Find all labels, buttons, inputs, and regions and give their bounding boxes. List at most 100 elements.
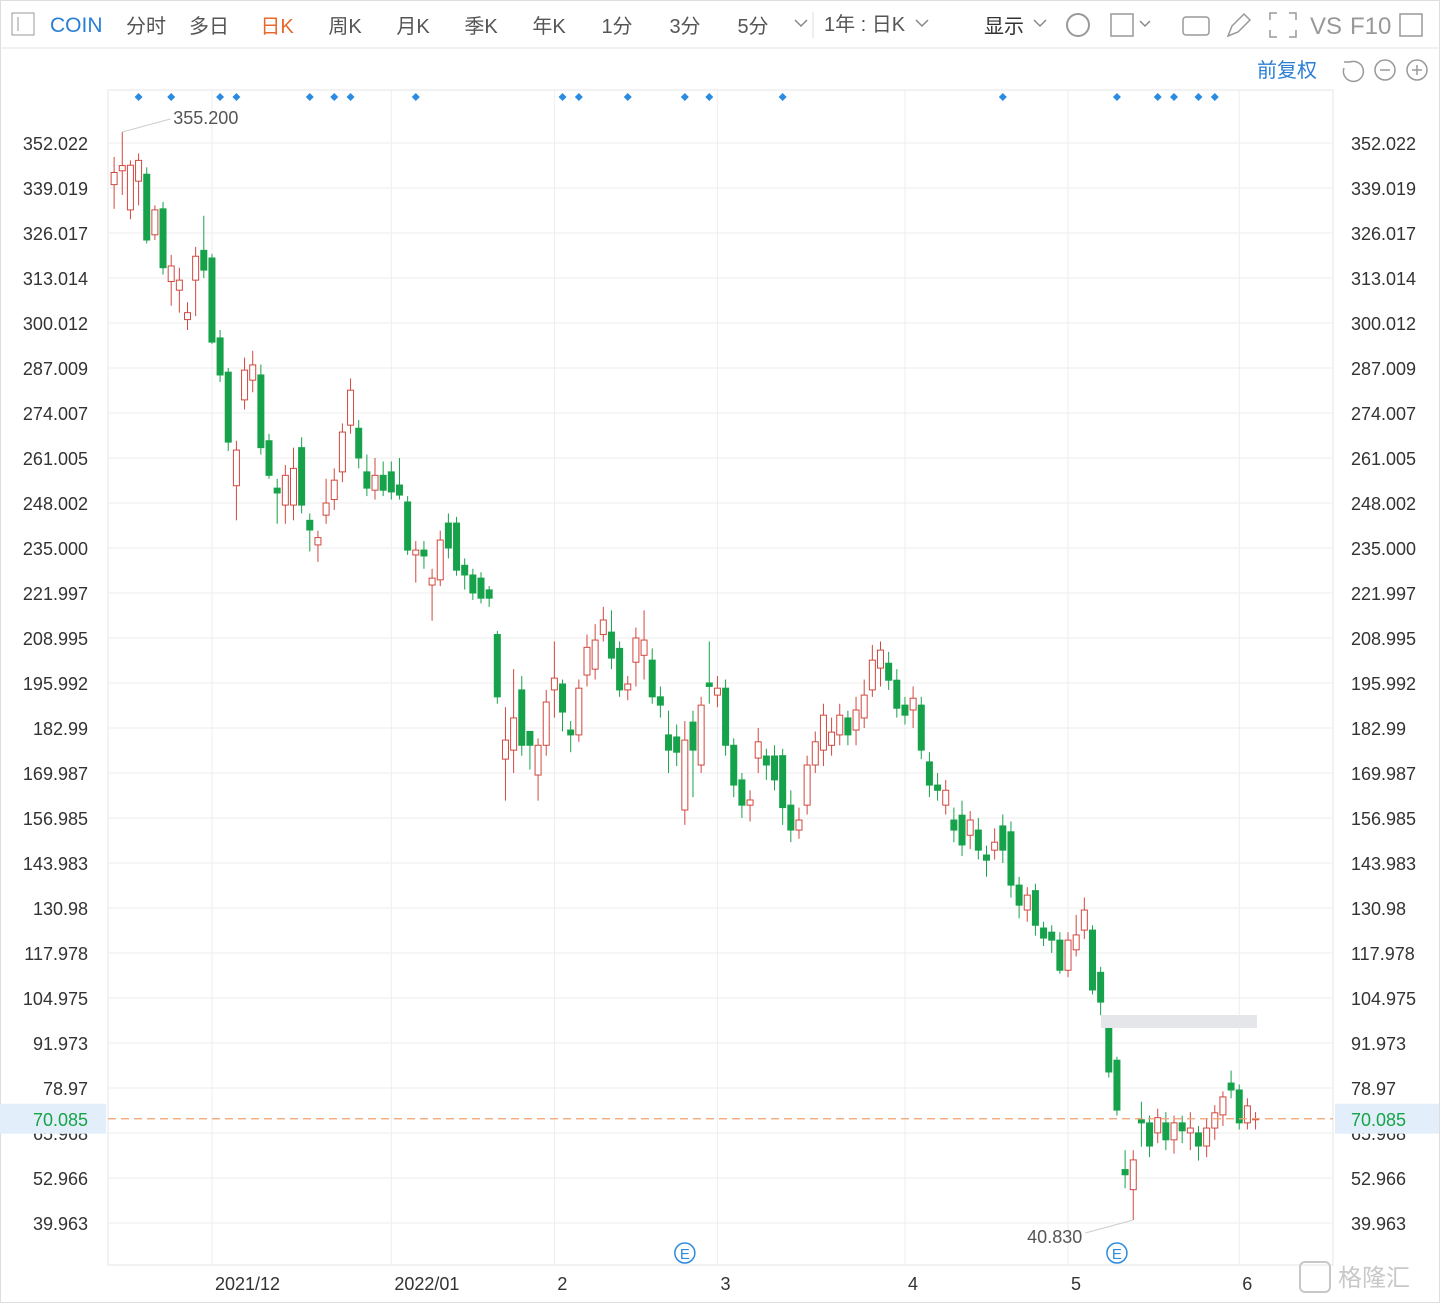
period-tab[interactable]: 月K xyxy=(396,16,430,38)
y-tick-label: 39.963 xyxy=(33,1214,88,1234)
x-tick-label: 6 xyxy=(1242,1274,1252,1294)
event-marker[interactable] xyxy=(1153,93,1162,101)
event-marker[interactable] xyxy=(330,93,339,101)
event-marker[interactable] xyxy=(1210,93,1219,101)
pen-icon[interactable] xyxy=(1226,12,1252,38)
candle-body xyxy=(428,577,436,586)
event-marker[interactable] xyxy=(1194,93,1203,101)
candle-body xyxy=(208,257,216,343)
period-tab[interactable]: 年K xyxy=(532,15,566,38)
event-marker[interactable] xyxy=(411,93,420,101)
event-marker[interactable] xyxy=(623,93,632,101)
event-marker[interactable] xyxy=(346,93,355,101)
zoom-out[interactable] xyxy=(1374,59,1396,81)
event-marker[interactable] xyxy=(216,93,225,101)
y-tick-label-right: 117.978 xyxy=(1351,944,1415,964)
event-marker[interactable] xyxy=(705,93,714,101)
period-tab[interactable]: 5分 xyxy=(737,15,768,38)
candle-body xyxy=(493,634,501,698)
earnings-label: E xyxy=(680,1246,690,1263)
shape-icon[interactable] xyxy=(1110,13,1134,37)
period-select[interactable]: 1年 : 日K xyxy=(824,13,906,36)
period-tab[interactable]: 3分 xyxy=(669,15,700,38)
candle-body xyxy=(1129,1159,1137,1191)
candle-body xyxy=(836,714,844,736)
y-tick-label-right: 208.995 xyxy=(1351,629,1416,649)
sidebar-icon[interactable] xyxy=(11,12,35,36)
event-marker[interactable] xyxy=(998,93,1007,101)
y-tick-label-right: 313.014 xyxy=(1351,269,1416,289)
candle-body xyxy=(444,522,452,549)
fullscreen-icon[interactable] xyxy=(1269,12,1297,38)
period-tab[interactable]: 季K xyxy=(464,15,498,38)
y-tick-label: 169.987 xyxy=(23,764,88,784)
period-tab[interactable]: 1分 xyxy=(601,15,632,38)
candle-body xyxy=(338,431,346,473)
dropdown-arrow xyxy=(1033,19,1047,28)
y-tick-label-right: 235.000 xyxy=(1351,539,1416,559)
period-tab[interactable]: 多日 xyxy=(189,15,229,38)
candle-body xyxy=(779,755,787,809)
f10-button[interactable]: F10 xyxy=(1350,13,1391,40)
period-tab[interactable]: 日K xyxy=(260,16,294,38)
period-tab[interactable]: 分时 xyxy=(126,15,166,38)
event-marker[interactable] xyxy=(305,93,314,101)
event-marker[interactable] xyxy=(680,93,689,101)
last-price-label: 70.085 xyxy=(33,1110,88,1130)
y-tick-label: 130.98 xyxy=(33,899,88,919)
earnings-marker[interactable] xyxy=(674,1242,696,1264)
plot-frame xyxy=(107,89,1334,1266)
candle-body xyxy=(453,522,461,571)
candle-body xyxy=(697,704,705,766)
candle-body xyxy=(241,369,249,401)
event-marker[interactable] xyxy=(134,93,143,101)
y-tick-label-right: 221.997 xyxy=(1351,584,1416,604)
y-tick-label: 235.000 xyxy=(23,539,88,559)
y-tick-label-right: 300.012 xyxy=(1351,314,1416,334)
x-tick-label: 5 xyxy=(1071,1274,1081,1294)
candle-body xyxy=(722,687,730,746)
period-tab[interactable]: 周K xyxy=(328,16,362,38)
event-marker[interactable] xyxy=(167,93,176,101)
high-pointer xyxy=(122,118,171,133)
symbol[interactable]: COIN xyxy=(50,14,103,37)
event-marker[interactable] xyxy=(574,93,583,101)
y-tick-label: 208.995 xyxy=(23,629,88,649)
camera-icon[interactable] xyxy=(1182,16,1210,36)
candle-body xyxy=(363,471,371,489)
adjust-button[interactable]: 前复权 xyxy=(1257,59,1317,82)
candle-body xyxy=(1162,1122,1170,1141)
event-marker[interactable] xyxy=(778,93,787,101)
earnings-marker[interactable] xyxy=(1106,1242,1128,1264)
zoom-in[interactable] xyxy=(1406,59,1428,81)
y-tick-label: 104.975 xyxy=(23,989,88,1009)
candle-body xyxy=(151,209,159,236)
candle-body xyxy=(901,704,909,716)
x-tick-label: 3 xyxy=(720,1274,730,1294)
candle-body xyxy=(917,704,925,751)
display-select[interactable]: 显示 xyxy=(984,16,1024,38)
candle-body xyxy=(183,312,191,321)
y-tick-label-right: 39.963 xyxy=(1351,1214,1406,1234)
candle-body xyxy=(925,761,933,786)
reset-icon[interactable] xyxy=(1342,60,1365,83)
candle-body xyxy=(371,474,379,491)
event-marker[interactable] xyxy=(1112,93,1121,101)
watermark: 格隆汇 xyxy=(1338,1265,1410,1292)
y-tick-label: 313.014 xyxy=(23,269,88,289)
event-marker[interactable] xyxy=(558,93,567,101)
y-tick-label: 300.012 xyxy=(23,314,88,334)
candle-body xyxy=(265,440,273,476)
candle-body xyxy=(518,689,526,746)
event-marker[interactable] xyxy=(232,93,241,101)
vs-button[interactable]: VS xyxy=(1310,13,1342,40)
y-tick-label: 52.966 xyxy=(33,1169,88,1189)
settings-icon[interactable] xyxy=(1066,13,1090,37)
candle-body xyxy=(885,662,893,681)
last-price-box-right xyxy=(1335,1103,1439,1134)
candle-body xyxy=(713,687,721,696)
candle-body xyxy=(126,164,134,211)
event-marker[interactable] xyxy=(1170,93,1179,101)
panel-icon[interactable] xyxy=(1399,13,1423,37)
candle-body xyxy=(420,549,428,557)
